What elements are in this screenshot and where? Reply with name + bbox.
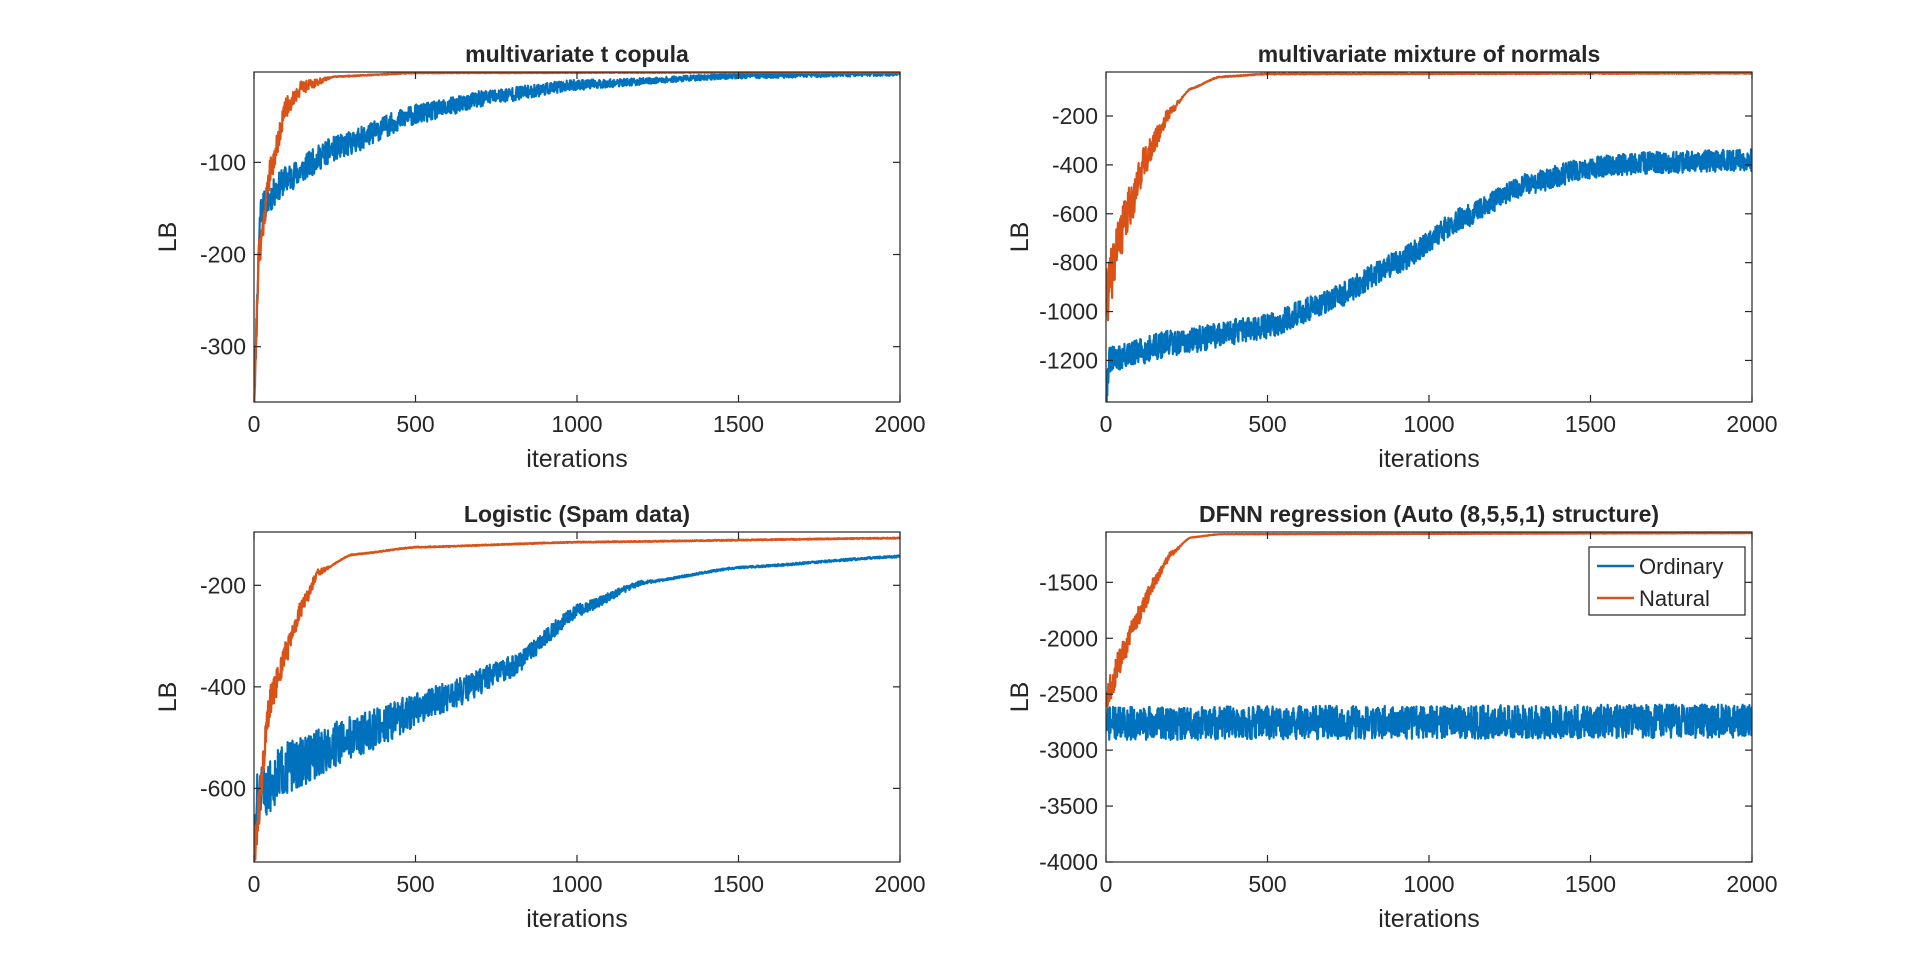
y-tick-label: -100 (200, 149, 246, 175)
x-tick-label: 500 (1248, 871, 1286, 897)
series-group (254, 536, 900, 862)
y-tick-label: -1200 (1039, 347, 1098, 373)
series-line-ordinary (254, 72, 900, 402)
subplot-title: multivariate mixture of normals (1258, 41, 1601, 67)
x-tick-label: 500 (1248, 411, 1286, 437)
x-tick-label: 2000 (1726, 411, 1777, 437)
y-tick-label: -400 (200, 674, 246, 700)
y-tick-label: -600 (1052, 201, 1098, 227)
y-tick-label: -800 (1052, 250, 1098, 276)
legend-label-natural: Natural (1639, 586, 1710, 611)
series-line-ordinary (254, 554, 900, 862)
x-tick-label: 0 (248, 871, 261, 897)
series-line-ordinary (1106, 703, 1752, 741)
y-tick-label: -200 (200, 572, 246, 598)
x-tick-label: 500 (396, 411, 434, 437)
x-tick-label: 1500 (713, 871, 764, 897)
x-tick-label: 2000 (874, 411, 925, 437)
x-axis-label: iterations (526, 905, 627, 933)
x-tick-label: 2000 (1726, 871, 1777, 897)
subplot-multivariate-t-copula: 0 500 1000 1500 2000 -300 -200 -100 multivariate… (154, 41, 926, 473)
subplot-title: multivariate t copula (465, 41, 689, 67)
subplot-title: Logistic (Spam data) (464, 501, 690, 527)
x-axis-label: iterations (1378, 905, 1479, 933)
x-tick-label: 0 (1100, 411, 1113, 437)
x-tick-label: 1000 (1403, 411, 1454, 437)
x-tick-label: 1500 (1565, 411, 1616, 437)
legend-label-ordinary: Ordinary (1639, 554, 1723, 579)
y-axis-label: LB (154, 222, 182, 253)
x-tick-label: 1000 (551, 871, 602, 897)
x-tick-label: 1000 (1403, 871, 1454, 897)
subplot-logistic-spam: 0 500 1000 1500 2000 -600 -400 -200 Logistic (Sp… (154, 501, 926, 933)
x-tick-label: 2000 (874, 871, 925, 897)
y-tick-label: -200 (1052, 103, 1098, 129)
legend-box (1588, 546, 1746, 616)
x-tick-label: 0 (1100, 871, 1113, 897)
y-tick-label: -1500 (1039, 569, 1098, 595)
subplot-multivariate-mixture-of-normals: 0 500 1000 1500 2000 -1200 -1000 -800 -600 -400 -2… (1006, 41, 1778, 473)
y-tick-label: -600 (200, 775, 246, 801)
y-tick-label: -400 (1052, 152, 1098, 178)
x-tick-label: 1000 (551, 411, 602, 437)
x-axis-label: iterations (526, 445, 627, 473)
y-tick-label: -200 (200, 242, 246, 268)
series-line-ordinary (1106, 148, 1752, 402)
y-axis-label: LB (1006, 222, 1034, 253)
legend: Ordinary Natural (1588, 546, 1746, 616)
x-tick-label: 500 (396, 871, 434, 897)
y-tick-label: -300 (200, 334, 246, 360)
x-tick-label: 1500 (1565, 871, 1616, 897)
y-tick-label: -4000 (1039, 849, 1098, 875)
axes-background (254, 72, 900, 402)
y-axis-label: LB (154, 682, 182, 713)
y-axis-label: LB (1006, 682, 1034, 713)
x-tick-label: 0 (248, 411, 261, 437)
x-tick-label: 1500 (713, 411, 764, 437)
subplot-dfnn-regression: 0 500 1000 1500 2000 -4000 -3500 -3000 -2500 -200… (1006, 501, 1778, 933)
axes-background (254, 532, 900, 862)
y-tick-label: -2500 (1039, 681, 1098, 707)
x-axis-label: iterations (1378, 445, 1479, 473)
y-tick-label: -1000 (1039, 299, 1098, 325)
series-line-natural (254, 536, 900, 861)
y-tick-label: -3000 (1039, 737, 1098, 763)
y-tick-label: -2000 (1039, 625, 1098, 651)
y-tick-label: -3500 (1039, 793, 1098, 819)
subplot-title: DFNN regression (Auto (8,5,5,1) structur… (1199, 501, 1659, 527)
